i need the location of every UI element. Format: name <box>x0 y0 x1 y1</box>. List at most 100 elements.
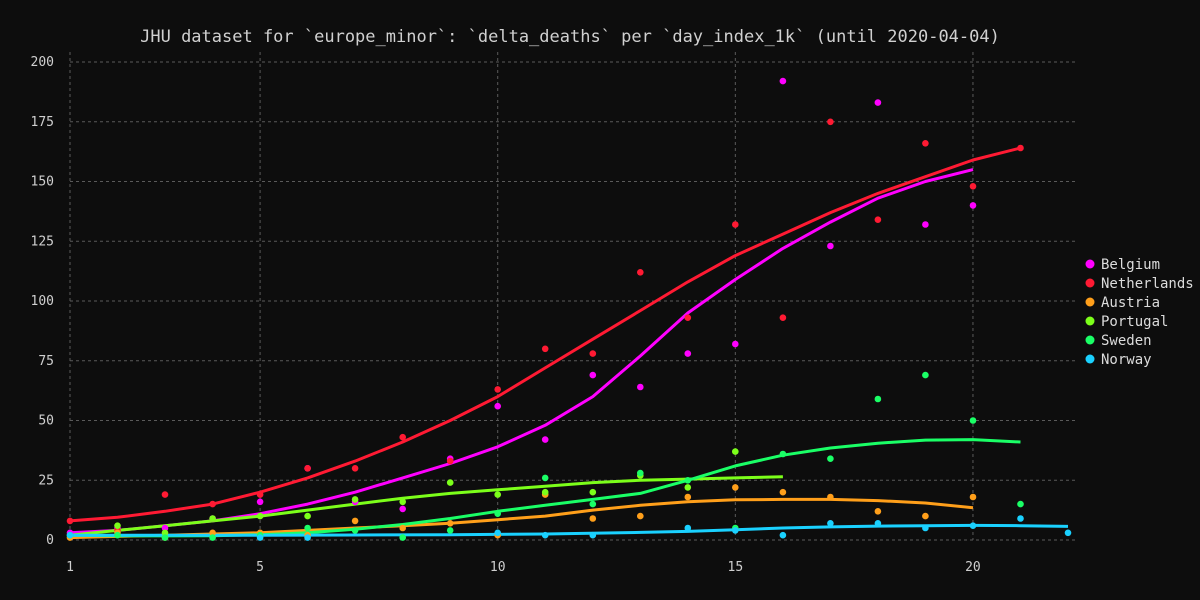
data-point-portugal <box>114 522 121 529</box>
data-point-norway <box>1017 515 1024 522</box>
data-point-sweden <box>351 527 359 534</box>
data-point-netherlands <box>256 491 264 498</box>
legend-label-sweden: Sweden <box>1101 333 1152 349</box>
data-point-sweden <box>874 395 882 403</box>
data-point-austria <box>922 512 929 520</box>
legend-swatch-norway <box>1085 354 1095 364</box>
y-tick-label: 100 <box>31 294 54 309</box>
trend-line-belgium <box>69 168 974 535</box>
data-point-belgium <box>732 340 739 348</box>
data-point-norway <box>304 534 311 541</box>
y-tick-label: 75 <box>38 354 54 369</box>
data-point-belgium <box>161 524 169 532</box>
legend-label-belgium: Belgium <box>1101 257 1160 273</box>
data-point-sweden <box>922 371 929 379</box>
data-point-portugal <box>399 498 407 506</box>
legend-swatch-sweden <box>1085 335 1095 345</box>
x-tick-label: 10 <box>490 560 506 575</box>
data-point-belgium <box>541 436 549 443</box>
legend-swatch-portugal <box>1085 316 1095 326</box>
data-point-portugal <box>494 491 502 498</box>
grid <box>69 52 1078 541</box>
data-point-austria <box>637 512 644 520</box>
data-point-netherlands <box>351 465 359 472</box>
data-point-belgium <box>589 371 597 379</box>
trend-line-netherlands <box>69 146 1021 523</box>
data-point-austria <box>874 508 882 515</box>
legend-label-norway: Norway <box>1101 352 1152 368</box>
data-point-austria <box>589 515 597 522</box>
data-point-belgium <box>637 383 644 391</box>
data-point-netherlands <box>541 345 549 353</box>
data-point-sweden <box>114 531 121 539</box>
data-point-netherlands <box>589 350 597 357</box>
data-point-portugal <box>541 488 549 496</box>
data-point-sweden <box>684 477 692 484</box>
trend-line-portugal <box>69 475 783 537</box>
data-point-portugal <box>161 529 169 537</box>
data-point-norway <box>66 531 74 539</box>
data-point-austria <box>684 493 692 501</box>
data-point-portugal <box>589 488 597 496</box>
data-point-netherlands <box>446 457 454 465</box>
data-point-belgium <box>969 202 977 209</box>
legend-swatch-austria <box>1085 297 1095 307</box>
data-point-belgium <box>779 77 787 85</box>
data-point-portugal <box>256 512 264 520</box>
y-tick-label: 50 <box>38 414 54 429</box>
trend-line-norway <box>70 523 1069 537</box>
x-tick-label: 15 <box>728 560 744 575</box>
data-point-netherlands <box>494 386 502 393</box>
legend-swatch-belgium <box>1085 259 1095 269</box>
data-point-norway <box>874 520 882 527</box>
legend-label-portugal: Portugal <box>1101 314 1168 330</box>
data-point-sweden <box>209 534 216 541</box>
data-point-austria <box>351 517 359 525</box>
data-point-belgium <box>874 99 882 106</box>
legend-label-austria: Austria <box>1101 295 1160 311</box>
data-point-netherlands <box>684 314 692 322</box>
data-point-netherlands <box>161 491 169 498</box>
data-point-sweden <box>304 524 311 532</box>
data-point-norway <box>827 520 834 527</box>
data-point-netherlands <box>209 500 216 508</box>
data-point-portugal <box>351 496 359 503</box>
data-point-norway <box>589 531 597 539</box>
trend-lines <box>69 146 1069 540</box>
data-point-norway <box>684 524 692 532</box>
data-point-norway <box>541 531 549 539</box>
data-point-netherlands <box>779 314 787 322</box>
data-point-netherlands <box>922 140 929 147</box>
x-tick-label: 1 <box>66 560 74 575</box>
data-point-norway <box>922 524 929 532</box>
y-tick-label: 125 <box>31 234 54 249</box>
data-point-norway <box>969 522 977 529</box>
data-point-sweden <box>779 450 787 458</box>
y-tick-label: 175 <box>31 115 54 130</box>
data-point-netherlands <box>827 118 834 126</box>
data-point-belgium <box>684 350 692 357</box>
data-point-sweden <box>161 534 169 541</box>
data-point-norway <box>256 534 264 541</box>
data-point-sweden <box>541 474 549 482</box>
x-tick-label: 5 <box>256 560 264 575</box>
data-point-norway <box>779 531 787 539</box>
data-point-austria <box>732 484 739 491</box>
data-point-belgium <box>922 221 929 228</box>
data-point-sweden <box>446 527 454 534</box>
data-point-portugal <box>209 515 216 522</box>
data-point-netherlands <box>969 183 977 190</box>
data-point-sweden <box>494 510 502 517</box>
data-point-sweden <box>969 417 977 424</box>
data-point-norway <box>494 529 502 537</box>
data-point-norway <box>1064 529 1072 537</box>
chart-title: JHU dataset for `europe_minor`: `delta_d… <box>140 27 1000 47</box>
data-point-belgium <box>399 505 407 513</box>
data-point-sweden <box>399 534 407 541</box>
data-point-portugal <box>732 448 739 455</box>
data-point-netherlands <box>66 517 74 525</box>
data-point-sweden <box>637 469 644 477</box>
data-point-netherlands <box>399 433 407 441</box>
